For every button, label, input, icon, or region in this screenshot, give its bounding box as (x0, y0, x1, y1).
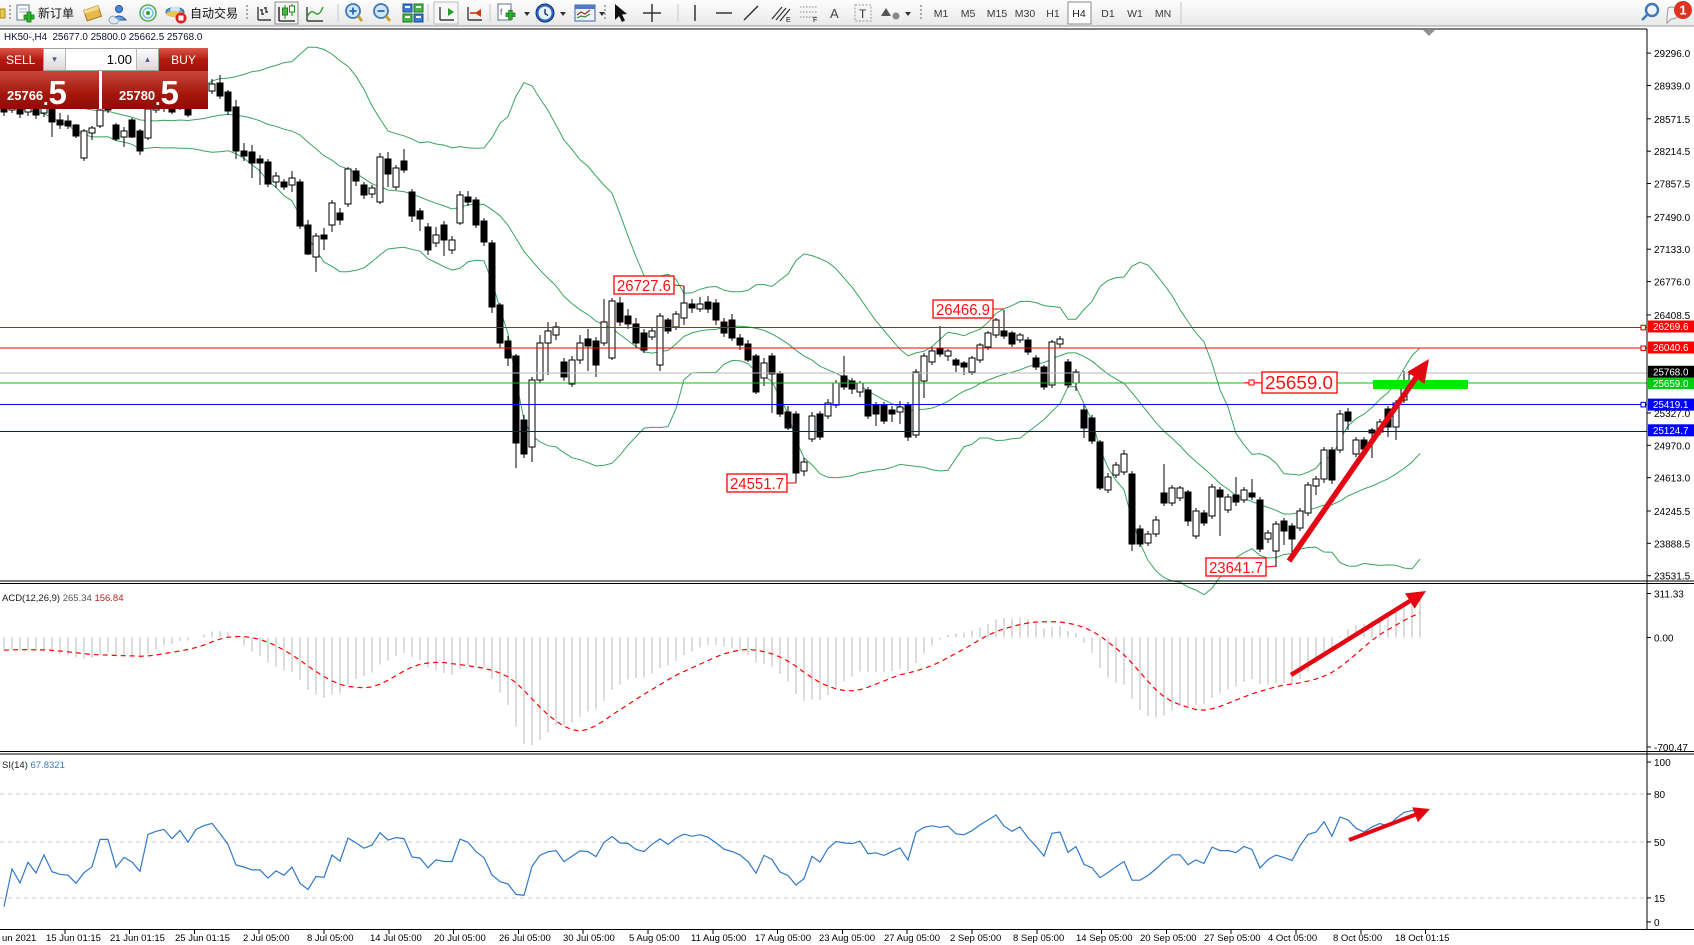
svg-text:18 Oct 01:15: 18 Oct 01:15 (1395, 933, 1449, 944)
svg-text:自动交易: 自动交易 (190, 6, 238, 21)
svg-text:MN: MN (1155, 8, 1171, 20)
svg-text:0: 0 (1654, 918, 1660, 929)
svg-text:21 Jun 01:15: 21 Jun 01:15 (110, 933, 165, 944)
svg-text:8 Jul 05:00: 8 Jul 05:00 (307, 933, 353, 944)
svg-text:8 Oct 05:00: 8 Oct 05:00 (1333, 933, 1382, 944)
svg-text:24245.5: 24245.5 (1654, 507, 1691, 518)
svg-text:F: F (813, 17, 817, 24)
svg-text:20 Sep 05:00: 20 Sep 05:00 (1140, 933, 1197, 944)
svg-text:HK50-,H4 25677.0 25800.0 2566: HK50-,H4 25677.0 25800.0 25662.5 25768.0 (4, 32, 203, 43)
svg-text:24551.7: 24551.7 (730, 476, 784, 493)
svg-text:28571.5: 28571.5 (1654, 115, 1691, 126)
svg-text:-700.47: -700.47 (1654, 743, 1688, 754)
svg-text:8 Sep 05:00: 8 Sep 05:00 (1013, 933, 1064, 944)
svg-text:26408.5: 26408.5 (1654, 311, 1691, 322)
svg-text:26040.6: 26040.6 (1653, 343, 1689, 354)
svg-text:25419.1: 25419.1 (1653, 400, 1688, 411)
svg-text:1: 1 (1679, 3, 1686, 18)
svg-text:26727.6: 26727.6 (617, 278, 671, 295)
svg-text:15 Jun 01:15: 15 Jun 01:15 (46, 933, 101, 944)
svg-text:ACD(12,26,9) 265.34 156.84: ACD(12,26,9) 265.34 156.84 (2, 593, 124, 604)
svg-text:E: E (786, 17, 791, 24)
svg-text:0.00: 0.00 (1654, 634, 1674, 645)
svg-text:24613.0: 24613.0 (1654, 474, 1691, 485)
svg-text:25 Jun 01:15: 25 Jun 01:15 (175, 933, 230, 944)
svg-text:2 Jul 05:00: 2 Jul 05:00 (243, 933, 289, 944)
svg-text:T: T (859, 7, 867, 21)
svg-text:D1: D1 (1101, 8, 1115, 20)
svg-text:M1: M1 (934, 8, 949, 20)
svg-text:W1: W1 (1127, 8, 1143, 20)
svg-text:20 Jul 05:00: 20 Jul 05:00 (434, 933, 486, 944)
svg-text:A: A (830, 6, 839, 21)
svg-text:11 Aug 05:00: 11 Aug 05:00 (691, 933, 746, 944)
svg-text:23888.5: 23888.5 (1654, 539, 1691, 550)
svg-text:M30: M30 (1015, 8, 1036, 20)
svg-text:27 Sep 05:00: 27 Sep 05:00 (1204, 933, 1261, 944)
svg-text:26466.9: 26466.9 (936, 302, 990, 319)
svg-text:26776.0: 26776.0 (1654, 278, 1691, 289)
svg-text:17 Aug 05:00: 17 Aug 05:00 (755, 933, 811, 944)
svg-text:26 Jul 05:00: 26 Jul 05:00 (499, 933, 551, 944)
svg-text:25768.0: 25768.0 (1653, 367, 1689, 378)
svg-text:4 Oct 05:00: 4 Oct 05:00 (1268, 933, 1317, 944)
svg-text:28214.5: 28214.5 (1654, 147, 1691, 158)
svg-text:M15: M15 (987, 8, 1008, 20)
svg-text:80: 80 (1654, 790, 1666, 801)
svg-text:H4: H4 (1072, 8, 1086, 20)
svg-text:25659.0: 25659.0 (1265, 373, 1333, 393)
svg-text:311.33: 311.33 (1654, 590, 1684, 601)
svg-text:27857.5: 27857.5 (1654, 180, 1691, 191)
svg-text:26269.6: 26269.6 (1653, 322, 1689, 333)
svg-text:新订单: 新订单 (38, 6, 74, 21)
svg-text:28939.0: 28939.0 (1654, 82, 1691, 93)
svg-text:29296.0: 29296.0 (1654, 49, 1691, 60)
svg-text:f: f (500, 7, 503, 17)
svg-text:2 Sep 05:00: 2 Sep 05:00 (950, 933, 1001, 944)
svg-text:27 Aug 05:00: 27 Aug 05:00 (884, 933, 940, 944)
svg-text:30 Jul 05:00: 30 Jul 05:00 (563, 933, 615, 944)
svg-text:H1: H1 (1046, 8, 1060, 20)
svg-text:23641.7: 23641.7 (1209, 560, 1263, 577)
svg-text:24970.0: 24970.0 (1654, 441, 1691, 452)
svg-text:14 Sep 05:00: 14 Sep 05:00 (1076, 933, 1133, 944)
svg-text:un 2021: un 2021 (2, 933, 36, 944)
svg-text:25659.0: 25659.0 (1653, 379, 1689, 390)
svg-text:23 Aug 05:00: 23 Aug 05:00 (819, 933, 875, 944)
svg-text:100: 100 (1654, 758, 1671, 769)
svg-text:27490.0: 27490.0 (1654, 213, 1691, 224)
svg-text:M5: M5 (961, 8, 976, 20)
svg-text:27133.0: 27133.0 (1654, 245, 1691, 256)
svg-text:25327.0: 25327.0 (1654, 409, 1691, 420)
svg-text:23531.5: 23531.5 (1654, 572, 1691, 583)
svg-text:25124.7: 25124.7 (1653, 426, 1688, 437)
svg-text:15: 15 (1654, 894, 1666, 905)
svg-text:14 Jul 05:00: 14 Jul 05:00 (370, 933, 422, 944)
svg-text:5 Aug 05:00: 5 Aug 05:00 (629, 933, 680, 944)
svg-text:SI(14) 67.8321: SI(14) 67.8321 (2, 760, 65, 771)
svg-text:50: 50 (1654, 838, 1666, 849)
